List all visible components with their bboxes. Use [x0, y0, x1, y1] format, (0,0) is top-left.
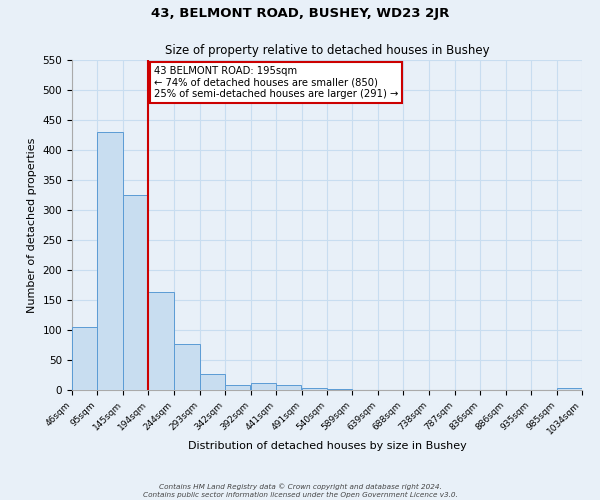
- Bar: [302, 388, 327, 390]
- Bar: [557, 388, 582, 390]
- Y-axis label: Number of detached properties: Number of detached properties: [27, 138, 37, 312]
- Bar: [251, 383, 276, 390]
- Title: Size of property relative to detached houses in Bushey: Size of property relative to detached ho…: [164, 44, 490, 58]
- X-axis label: Distribution of detached houses by size in Bushey: Distribution of detached houses by size …: [188, 442, 466, 452]
- Text: 43 BELMONT ROAD: 195sqm
← 74% of detached houses are smaller (850)
25% of semi-d: 43 BELMONT ROAD: 195sqm ← 74% of detache…: [154, 66, 398, 99]
- Bar: [97, 132, 122, 390]
- Bar: [199, 374, 225, 390]
- Bar: [123, 195, 148, 390]
- Bar: [174, 344, 199, 390]
- Bar: [276, 384, 301, 390]
- Bar: [225, 384, 250, 390]
- Text: 43, BELMONT ROAD, BUSHEY, WD23 2JR: 43, BELMONT ROAD, BUSHEY, WD23 2JR: [151, 8, 449, 20]
- Bar: [72, 327, 97, 390]
- Bar: [148, 292, 173, 390]
- Text: Contains HM Land Registry data © Crown copyright and database right 2024.
Contai: Contains HM Land Registry data © Crown c…: [143, 484, 457, 498]
